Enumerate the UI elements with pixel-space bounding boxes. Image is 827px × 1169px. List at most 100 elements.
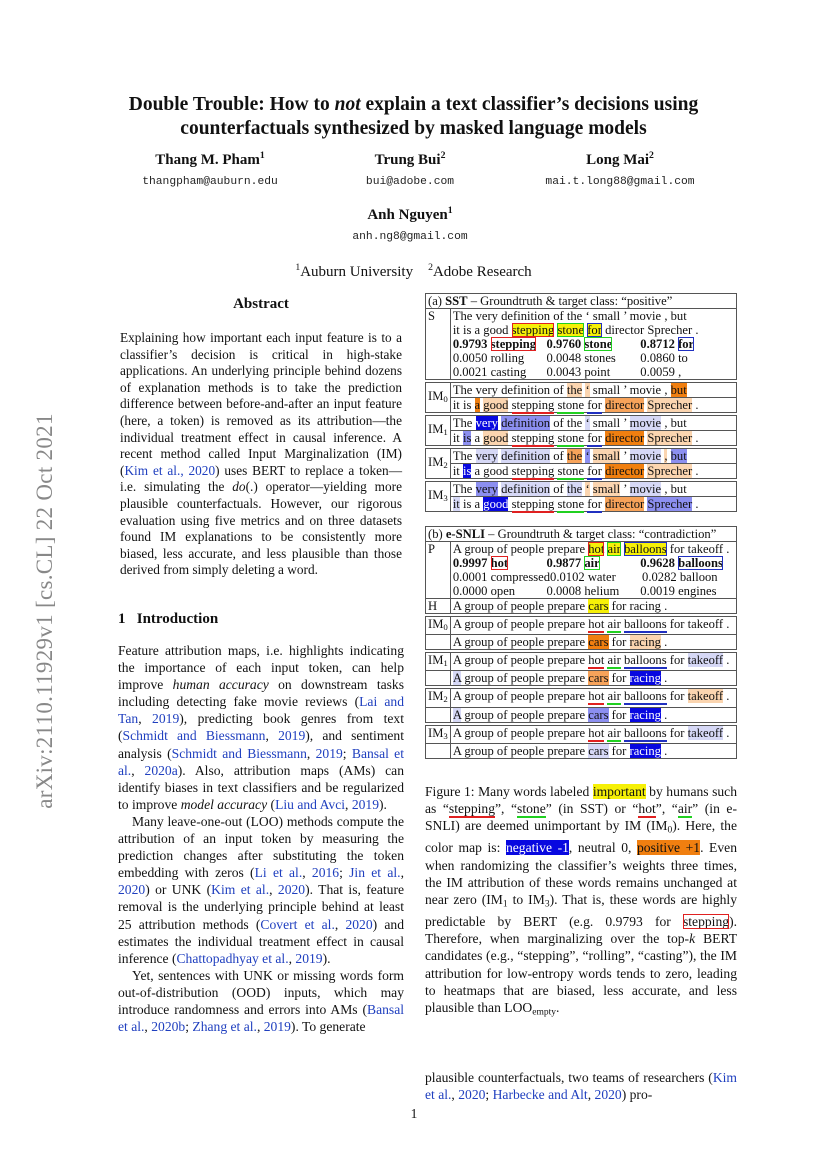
sentence: A group of people prepare cars for racin… — [449, 706, 738, 723]
text-segment: 0.9760 — [546, 337, 585, 351]
token: prepare — [547, 599, 586, 613]
token: the — [566, 309, 583, 323]
token: . — [726, 689, 730, 704]
author-email[interactable]: anh.ng8@gmail.com — [352, 231, 468, 243]
text-segment: to IM — [507, 891, 545, 907]
author-email[interactable]: mai.t.long88@gmail.com — [545, 176, 695, 188]
token: group — [464, 725, 494, 740]
citation-link[interactable]: 2019 — [152, 711, 180, 727]
token: people — [510, 689, 545, 704]
citation-link[interactable]: Schmidt and Biessmann — [122, 728, 266, 744]
token: definition — [501, 309, 551, 323]
text-segment: Double Trouble: How to — [128, 94, 335, 115]
text-segment: , — [451, 1086, 459, 1102]
citation-link[interactable]: 2019 — [278, 728, 306, 744]
citation-link[interactable]: 2019 — [315, 745, 343, 761]
citation-link[interactable]: 2020 — [594, 1086, 622, 1102]
text-segment: 0.9793 — [452, 337, 491, 351]
right-column-text: plausible counterfactuals, two teams of … — [425, 1069, 737, 1103]
citation-link[interactable]: Li et al. — [254, 865, 303, 881]
citation-link[interactable]: Kim et al. — [211, 882, 270, 898]
sentence: it is a good stepping stone for director… — [449, 463, 738, 480]
citation-link[interactable]: 2020b — [151, 1019, 186, 1035]
token: for — [587, 398, 602, 414]
citation-link[interactable]: Covert et al. — [260, 916, 335, 932]
candidate-cell: 0.9628 balloons — [640, 556, 734, 570]
author-email[interactable]: bui@adobe.com — [365, 176, 455, 188]
author-name: Anh Nguyen1 — [367, 205, 453, 223]
subscript: 2 — [443, 694, 448, 705]
candidate-row: 0.0050 rolling 0.0048 stones 0.0860 to — [453, 351, 734, 365]
token: it — [452, 398, 460, 412]
token: . — [664, 743, 668, 758]
citation-link[interactable]: 2019 — [351, 796, 380, 812]
citation-link[interactable]: Lai and Tan — [118, 694, 405, 727]
token: A — [452, 635, 462, 650]
token: the — [566, 383, 583, 397]
text-segment: , — [269, 882, 278, 898]
token: air — [607, 725, 621, 742]
token: for — [611, 707, 627, 722]
arxiv-identifier: arXiv:2110.11929v1 [cs.CL] 22 Oct 2021 — [32, 413, 57, 809]
citation-link[interactable]: Kim et al., 2020 — [124, 462, 216, 478]
citation-link[interactable]: Kim et al. — [425, 1069, 737, 1102]
citation-link[interactable]: Liu and Avci — [275, 796, 346, 812]
sentence: A group of people prepare hot air balloo… — [449, 724, 738, 744]
author-email[interactable]: thangpham@auburn.edu — [142, 176, 278, 188]
im-row: it is a good stepping stone for director… — [426, 463, 738, 480]
candidate-cell: 0.0021 casting — [453, 365, 547, 379]
token: for — [587, 323, 602, 337]
token: definition — [501, 416, 551, 430]
figure-1a-sst-table: (a) SST – Groundtruth & target class: “p… — [425, 293, 738, 513]
token: group — [464, 671, 494, 686]
token: prepare — [547, 617, 586, 631]
token: The — [452, 383, 473, 397]
token: of — [496, 635, 508, 650]
token: air — [607, 542, 621, 556]
sentence: The very definition of the ‘ small ’ mov… — [449, 481, 738, 497]
citation-link[interactable]: 2019 — [263, 1019, 291, 1035]
token: is — [462, 464, 472, 478]
sentence: A group of people prepare cars for racin… — [449, 670, 738, 687]
citation-link[interactable]: Jin et al. — [349, 865, 401, 881]
citation-link[interactable]: Harbecke and Alt — [492, 1086, 588, 1102]
text-segment: human accuracy — [172, 677, 269, 693]
text-segment: negative -1 — [505, 840, 569, 856]
citation-link[interactable]: Bansal et al. — [118, 1001, 404, 1035]
citation-link[interactable]: 2016 — [311, 865, 340, 881]
token: . — [664, 635, 668, 650]
candidate-cell: 0.0008 helium — [547, 584, 641, 598]
candidate-cell: 0.0050 rolling — [453, 351, 547, 365]
citation-link[interactable]: 2020 — [458, 1086, 486, 1102]
citation-link[interactable]: 2020a — [144, 762, 178, 778]
citation-link[interactable]: 2020 — [277, 882, 306, 898]
citation-link[interactable]: Zhang et al. — [192, 1019, 257, 1035]
token: . — [664, 671, 668, 686]
citation-link[interactable]: 2020 — [345, 916, 373, 932]
row-label: IM1 — [425, 415, 451, 446]
row-label: IM3 — [425, 481, 451, 512]
author-name: Trung Bui2 — [374, 150, 446, 168]
token: for — [669, 617, 685, 631]
token: The — [452, 309, 473, 323]
token: . — [726, 725, 730, 740]
text-segment: , — [256, 1019, 264, 1035]
text-segment: Figure 1: Many words labeled — [425, 783, 593, 799]
token: racing — [629, 635, 661, 650]
sentence: A group of people prepare cars for racin… — [449, 598, 738, 614]
citation-link[interactable]: Chattopadhyay et al. — [176, 950, 289, 966]
row-label: IM0 — [425, 615, 451, 636]
token: of — [496, 542, 508, 556]
token: balloons — [623, 653, 667, 670]
text-segment: ), predicting book genres from text ( — [118, 711, 404, 744]
citation-link[interactable]: Schmidt and Biessmann — [171, 745, 307, 761]
token: ‘ — [585, 416, 590, 430]
candidate-cell: 0.0001 compressed — [453, 570, 550, 584]
citation-link[interactable]: 2020 — [118, 882, 146, 898]
citation-link[interactable]: 2019 — [295, 950, 323, 966]
citation-link[interactable]: Bansal et al. — [118, 745, 404, 778]
text-segment: . — [556, 999, 560, 1015]
token: definition — [501, 449, 551, 463]
candidate-cell: 0.9877 air — [547, 556, 641, 570]
token: , — [664, 383, 668, 397]
